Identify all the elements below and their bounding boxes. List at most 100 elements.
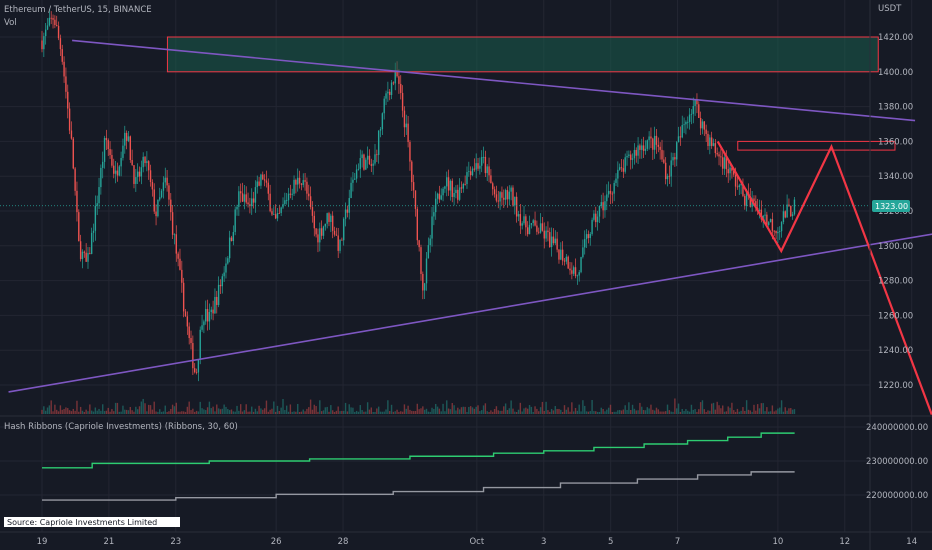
candle-body[interactable] [267,182,269,194]
candle-body[interactable] [784,211,786,218]
candle-body[interactable] [718,154,720,157]
candle-body[interactable] [125,132,128,141]
candle-body[interactable] [276,213,279,219]
candle-body[interactable] [571,270,573,274]
candle-body[interactable] [344,209,347,219]
candle-body[interactable] [46,25,49,30]
candle-body[interactable] [324,223,327,227]
candle-body[interactable] [61,49,63,62]
candle-body[interactable] [48,17,51,26]
candle-body[interactable] [251,198,253,207]
candlestick-series[interactable] [41,9,796,382]
candle-body[interactable] [131,160,133,166]
candle-body[interactable] [289,193,292,195]
candle-body[interactable] [87,252,89,262]
candle-body[interactable] [773,230,775,232]
candle-body[interactable] [311,207,314,216]
candle-body[interactable] [333,230,336,235]
candle-body[interactable] [769,219,772,223]
candle-body[interactable] [547,230,549,233]
candle-body[interactable] [59,38,62,50]
candle-body[interactable] [490,175,492,184]
candle-body[interactable] [359,158,361,169]
candle-body[interactable] [159,197,161,200]
candle-body[interactable] [460,187,463,189]
candle-body[interactable] [295,179,297,185]
candle-body[interactable] [357,168,360,170]
candle-body[interactable] [81,251,84,260]
candle-body[interactable] [687,121,689,123]
candle-body[interactable] [120,157,122,167]
candle-body[interactable] [304,180,306,182]
candle-body[interactable] [615,178,617,183]
candle-body[interactable] [190,338,192,344]
candle-body[interactable] [655,135,658,145]
candle-body[interactable] [631,158,634,160]
candle-body[interactable] [488,166,490,176]
time-axis[interactable]: 19 21 23 26 28 Oct 3 5 7 10 12 14 [37,537,918,547]
candle-body[interactable] [411,161,413,183]
candle-body[interactable] [239,191,242,194]
candle-body[interactable] [335,234,338,236]
candle-body[interactable] [328,213,330,222]
candle-body[interactable] [458,187,461,200]
candle-body[interactable] [57,25,60,39]
candle-body[interactable] [694,100,696,107]
candle-body[interactable] [280,207,282,214]
candle-body[interactable] [56,25,58,26]
candle-body[interactable] [392,82,395,84]
candle-body[interactable] [278,213,281,214]
candle-body[interactable] [493,189,496,195]
candle-body[interactable] [626,155,628,158]
candle-body[interactable] [515,196,518,217]
candle-body[interactable] [322,226,325,236]
candle-body[interactable] [293,179,295,194]
candle-body[interactable] [319,228,321,243]
candle-body[interactable] [63,61,65,77]
candle-body[interactable] [681,125,683,138]
candle-body[interactable] [171,212,174,235]
candle-body[interactable] [652,138,654,150]
candle-body[interactable] [168,185,170,200]
candle-body[interactable] [707,133,709,146]
candle-body[interactable] [709,137,711,146]
candle-body[interactable] [580,257,582,273]
candle-body[interactable] [786,204,788,218]
candle-body[interactable] [308,193,310,197]
candle-body[interactable] [471,168,474,176]
candle-body[interactable] [83,251,86,253]
candle-body[interactable] [79,241,82,260]
candle-body[interactable] [217,284,220,305]
candle-body[interactable] [526,227,529,235]
candle-body[interactable] [563,260,566,262]
candle-body[interactable] [501,192,503,198]
candle-body[interactable] [221,276,223,287]
candle-body[interactable] [247,202,249,205]
candle-body[interactable] [418,240,420,248]
candle-body[interactable] [738,185,740,188]
candle-body[interactable] [192,343,194,369]
candle-body[interactable] [558,249,560,260]
candle-body[interactable] [442,188,444,196]
candle-body[interactable] [225,263,227,273]
candle-body[interactable] [70,130,73,139]
candle-body[interactable] [729,167,731,174]
candle-body[interactable] [212,309,214,314]
candle-body[interactable] [659,146,661,150]
candle-body[interactable] [676,142,678,160]
candle-body[interactable] [703,121,706,130]
candle-body[interactable] [433,212,435,217]
candle-body[interactable] [118,166,120,176]
candle-body[interactable] [195,372,198,373]
candle-body[interactable] [245,194,247,203]
candle-body[interactable] [777,231,779,234]
candle-body[interactable] [197,359,200,373]
candle-body[interactable] [85,252,87,262]
candle-body[interactable] [668,175,671,177]
candle-body[interactable] [635,149,637,156]
candle-body[interactable] [431,216,433,239]
candle-body[interactable] [561,249,564,261]
candle-body[interactable] [574,267,577,277]
candle-body[interactable] [775,230,777,234]
